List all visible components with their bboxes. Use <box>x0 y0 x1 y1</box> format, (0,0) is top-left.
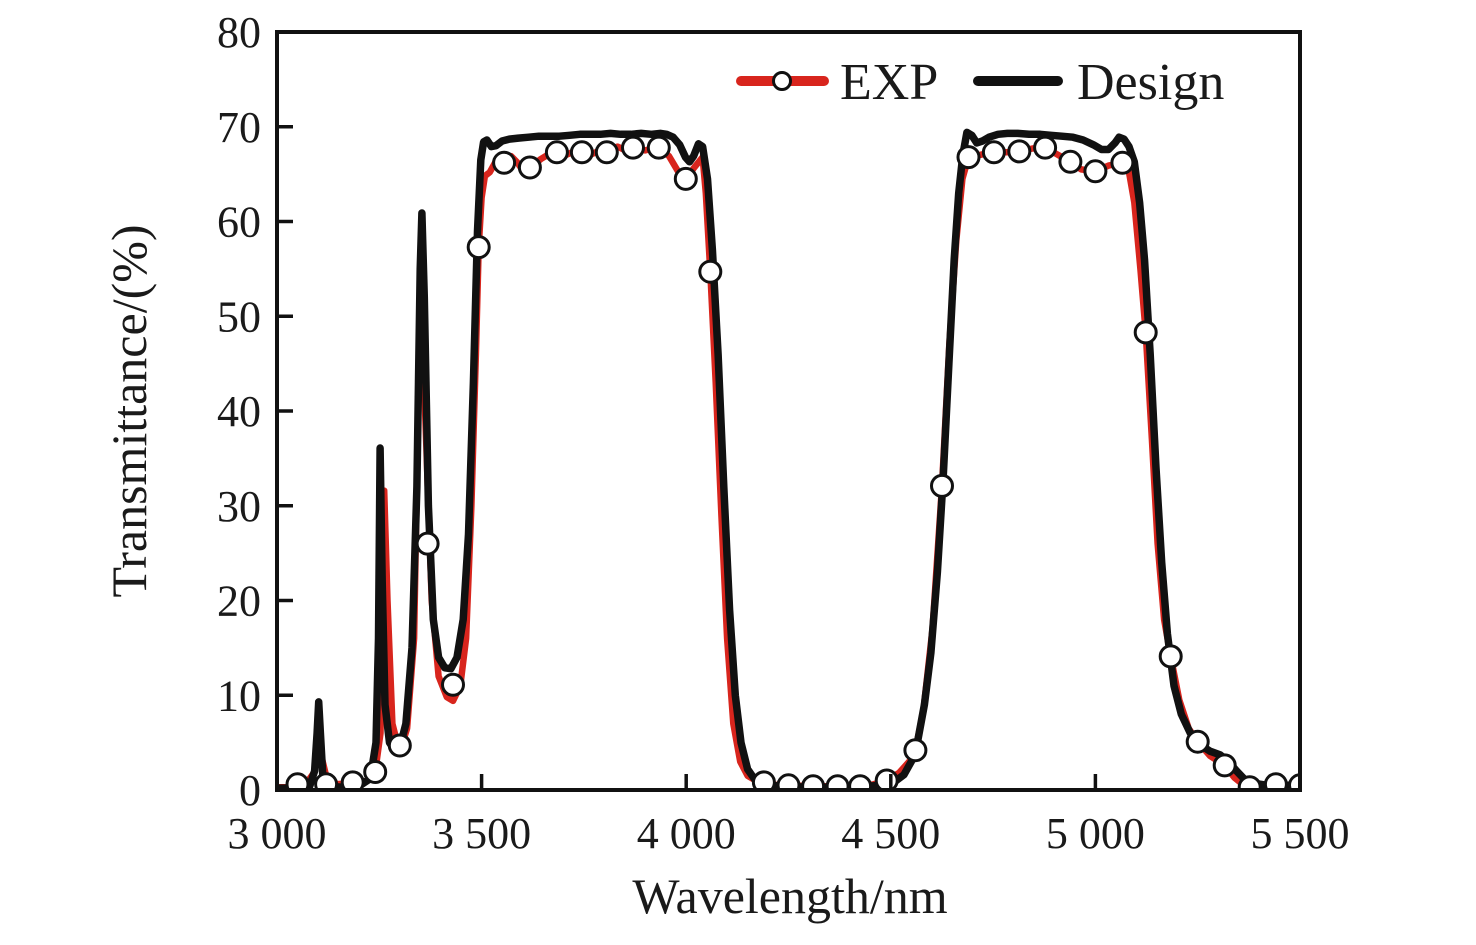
exp-data-marker <box>387 733 412 758</box>
exp-data-marker <box>1237 775 1262 790</box>
exp-data-marker <box>340 770 365 790</box>
y-tick-label: 60 <box>217 198 261 247</box>
exp-data-marker <box>1288 773 1300 790</box>
x-tick-label: 5 000 <box>1046 809 1145 858</box>
curves-layer <box>277 128 1300 790</box>
y-tick-label: 70 <box>217 103 261 152</box>
y-tick-label: 30 <box>217 482 261 531</box>
exp-data-marker <box>441 672 465 697</box>
legend-exp-marker-icon <box>772 71 792 91</box>
exp-data-marker <box>285 772 310 790</box>
exp-data-marker <box>1007 139 1032 164</box>
y-tick-label: 80 <box>217 8 261 57</box>
exp-data-marker <box>825 774 850 790</box>
ticks-layer: 3 000 3 500 4 000 4 500 5 000 5 500 0 10 20 30 40 5… <box>217 8 1350 858</box>
exp-data-marker <box>569 140 594 165</box>
exp-data-marker <box>903 738 928 763</box>
exp-data-marker <box>776 773 801 790</box>
exp-data-marker <box>492 150 517 175</box>
exp-data-marker <box>466 235 491 260</box>
exp-data-marker <box>981 140 1006 165</box>
exp-data-marker <box>874 768 899 790</box>
exp-data-marker <box>1263 772 1288 790</box>
x-axis-title: Wavelength/nm <box>632 868 947 924</box>
design-curve <box>277 128 1300 790</box>
exp-data-marker <box>1185 729 1210 754</box>
exp-data-marker <box>751 770 776 790</box>
exp-data-marker <box>314 772 339 790</box>
x-tick-label: 4 500 <box>841 809 940 858</box>
exp-data-marker <box>956 145 981 170</box>
exp-data-marker <box>363 760 388 784</box>
y-tick-label: 10 <box>217 671 261 720</box>
y-tick-label: 40 <box>217 387 261 436</box>
exp-data-marker <box>673 166 698 191</box>
exp-data-marker <box>698 259 723 284</box>
exp-data-marker <box>1058 149 1083 174</box>
exp-data-marker <box>1033 135 1058 160</box>
exp-data-marker <box>1212 753 1237 778</box>
plot-area-border <box>275 30 1302 792</box>
x-tick-label: 3 000 <box>228 809 327 858</box>
exp-data-marker <box>544 140 569 165</box>
exp-data-marker <box>517 155 542 180</box>
exp-data-marker <box>415 531 440 556</box>
exp-data-marker <box>1133 320 1158 345</box>
x-tick-label: 3 500 <box>432 809 531 858</box>
y-tick-label: 20 <box>217 577 261 626</box>
exp-data-marker <box>1110 150 1135 175</box>
y-tick-label: 0 <box>239 766 261 815</box>
exp-data-marker <box>594 140 619 165</box>
y-tick-label: 50 <box>217 292 261 341</box>
exp-data-marker <box>646 135 671 160</box>
exp-data-marker <box>801 774 826 790</box>
exp-data-marker <box>930 473 954 498</box>
exp-data-marker <box>1158 644 1183 669</box>
exp-data-marker <box>621 135 645 160</box>
x-tick-label: 5 500 <box>1251 809 1350 858</box>
exp-data-marker <box>1083 159 1108 184</box>
legend-design-label: Design <box>1077 54 1224 111</box>
exp-data-marker <box>848 774 873 790</box>
x-tick-label: 4 000 <box>637 809 736 858</box>
legend-exp-label: EXP <box>840 54 938 111</box>
y-axis-title: Transmittance/(%) <box>101 224 157 597</box>
legend: EXP Design <box>736 54 1224 111</box>
